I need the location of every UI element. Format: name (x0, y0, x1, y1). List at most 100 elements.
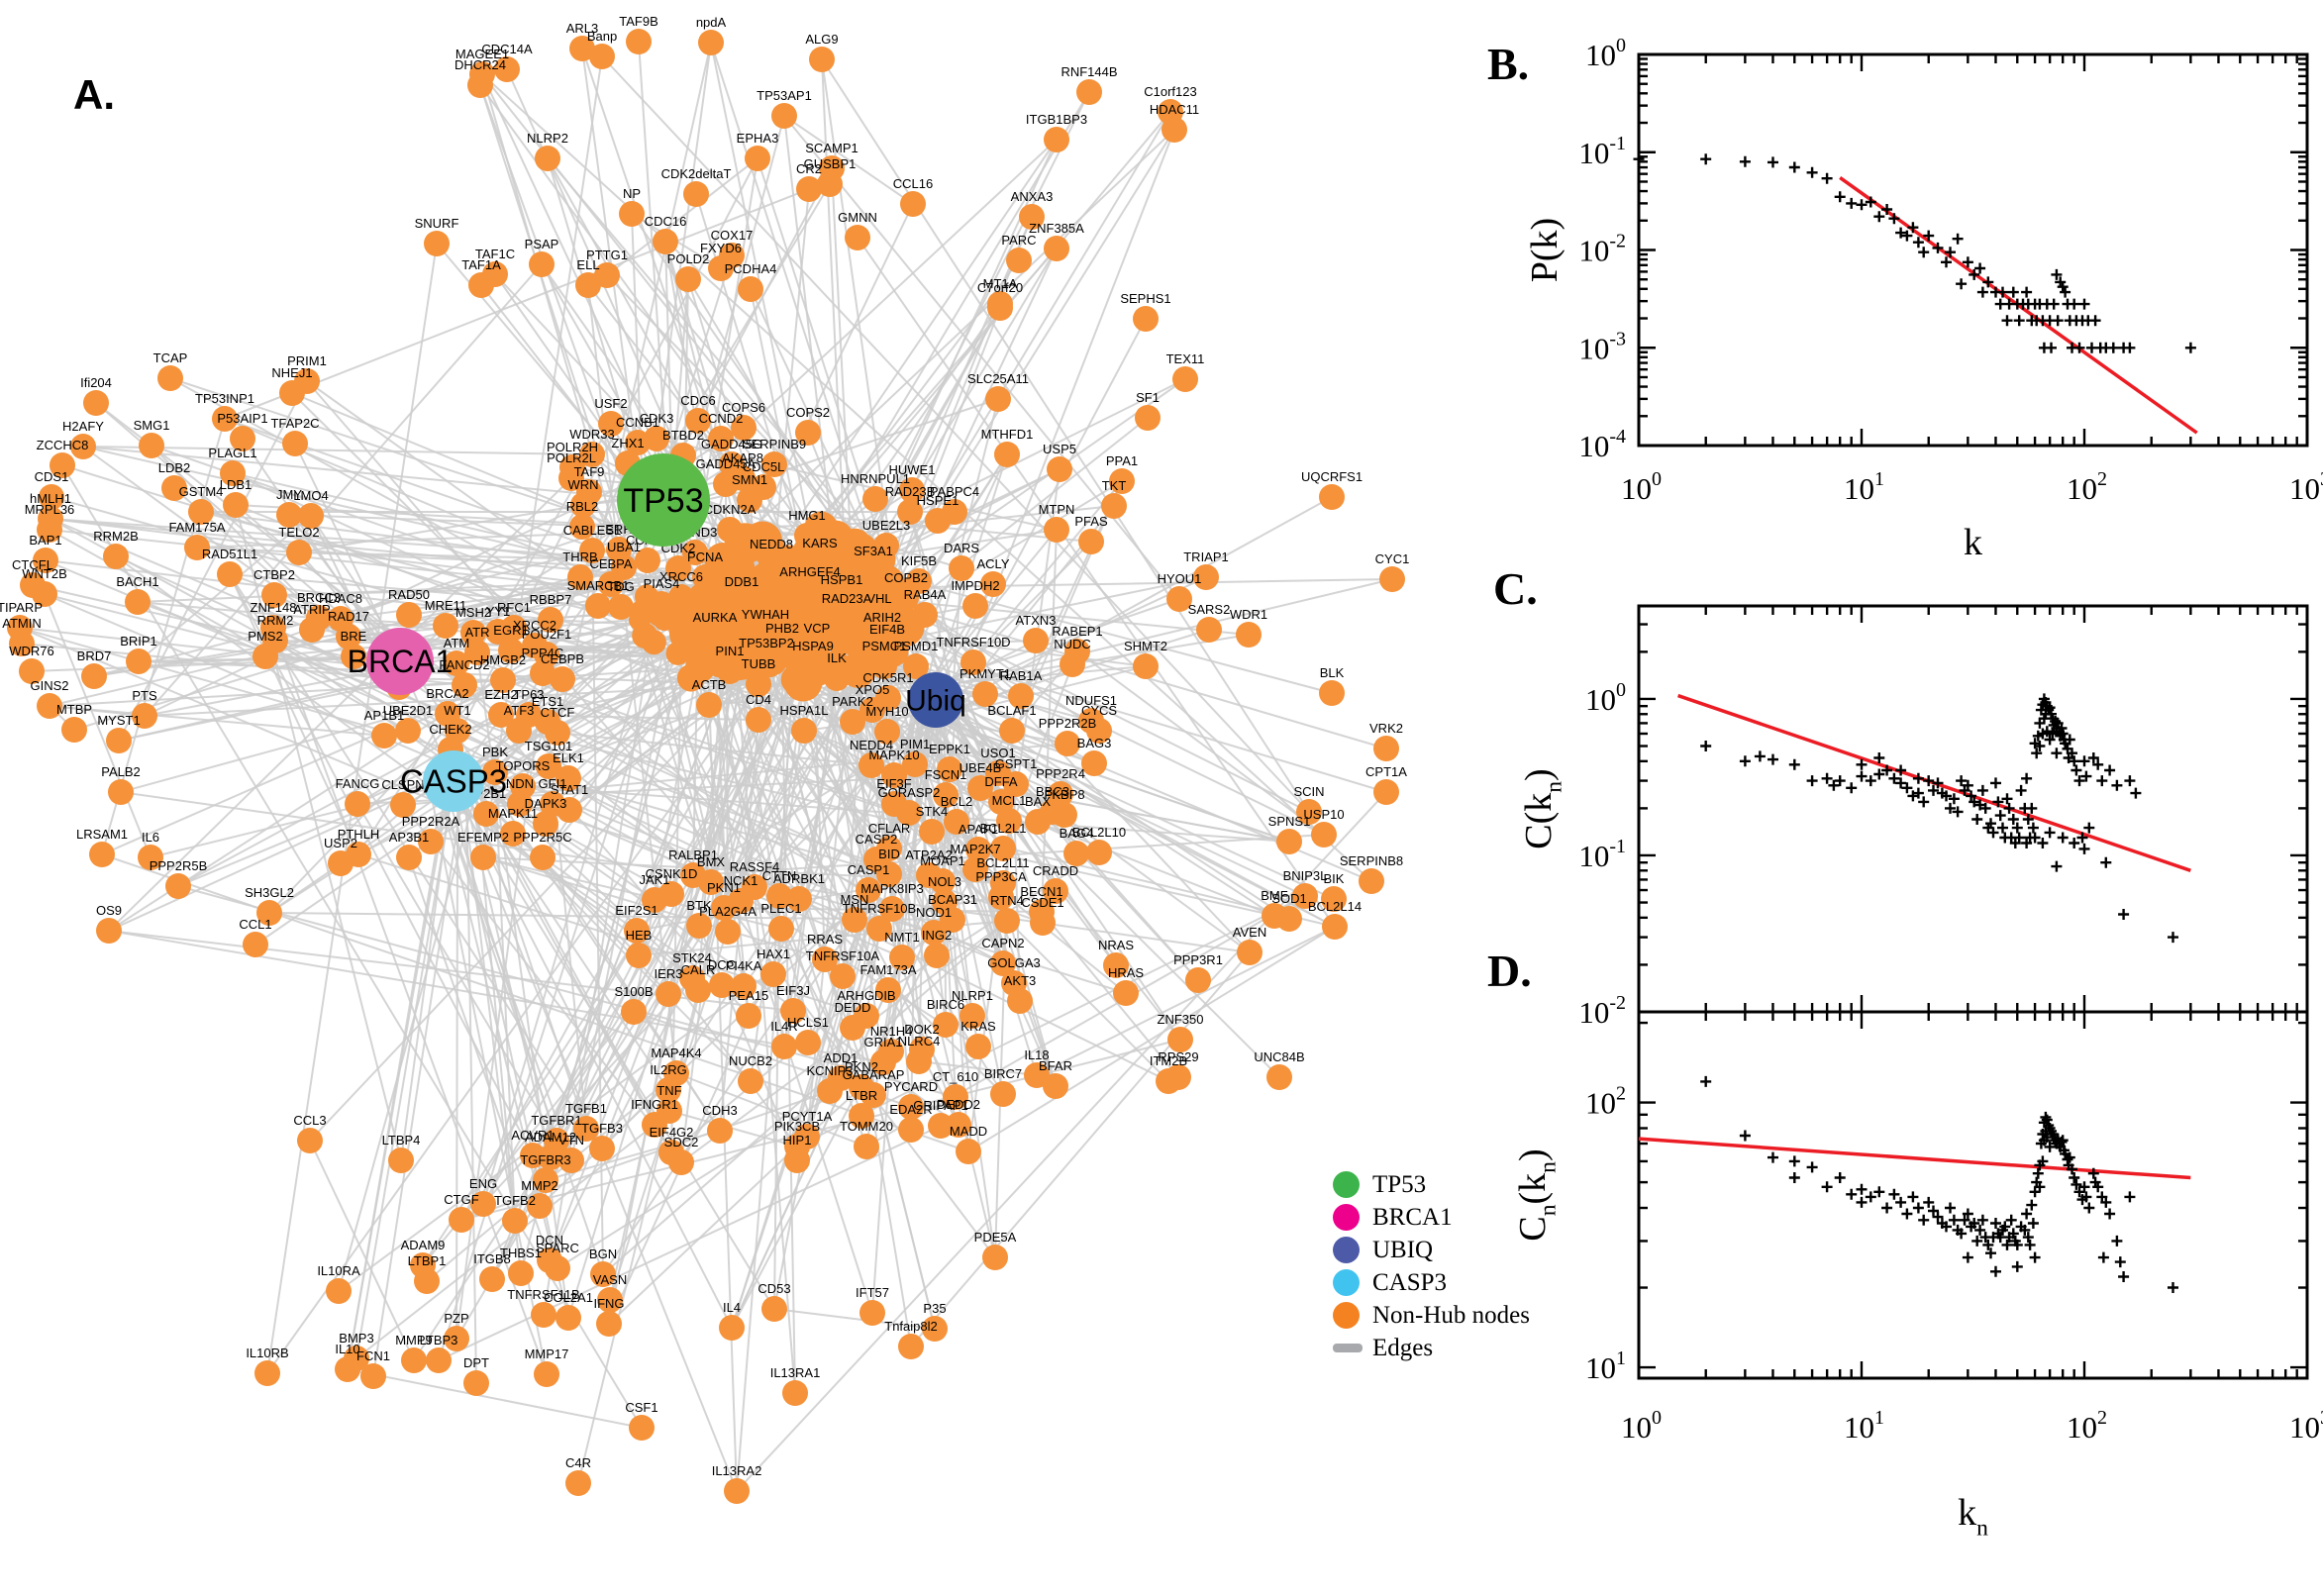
network-node (866, 916, 892, 942)
network-edge (736, 928, 782, 1492)
network-node (527, 1193, 553, 1219)
network-node-label: CD53 (758, 1281, 790, 1296)
network-edge (357, 853, 867, 1017)
network-node-label: WDR1 (1230, 607, 1267, 622)
network-node (675, 266, 701, 292)
hub-node-casp3 (423, 750, 484, 812)
network-node (782, 1380, 808, 1406)
network-edge (748, 680, 941, 1017)
network-node (771, 1034, 797, 1059)
network-node-label: CLSPN (381, 777, 424, 792)
network-node-label: TNF (656, 1083, 681, 1098)
network-node-label: PTHLH (338, 827, 380, 842)
network-node-label: YY1 (486, 604, 511, 619)
network-node-label: GUSBP1 (804, 156, 857, 171)
network-node (824, 665, 850, 691)
network-node-label: RAB1A (1000, 668, 1043, 683)
hub-node-label: CASP3 (400, 763, 507, 800)
network-node-label: STK4 (916, 804, 949, 819)
network-node-label: AURKA (693, 610, 738, 625)
network-node (642, 887, 667, 913)
network-node-label: GADD45G (701, 437, 762, 451)
network-node-label: USF2 (594, 396, 627, 411)
network-node (925, 508, 951, 534)
network-node-label: PBK (482, 745, 508, 759)
network-node (39, 484, 64, 510)
network-node-label: MYST1 (97, 713, 140, 728)
network-node-label: YWHAH (742, 607, 789, 622)
network-node (730, 465, 756, 491)
network-node-label: BLK (1320, 665, 1345, 680)
network-node (81, 663, 107, 689)
network-edge (839, 679, 973, 1017)
network-node (345, 791, 370, 817)
network-node-label: BTBD2 (662, 428, 704, 443)
network-node-label: ATF3 (504, 703, 535, 718)
network-node (1030, 910, 1056, 936)
network-node (737, 487, 762, 513)
network-node-label: MADD (950, 1124, 987, 1139)
network-node-label: BCL2L11 (976, 855, 1029, 870)
network-node-label: PKMYT1 (960, 666, 1011, 681)
network-node (501, 615, 527, 641)
network-edge (608, 453, 1008, 1325)
legend-item: Edges (1333, 1332, 1530, 1364)
network-node (468, 272, 494, 298)
network-node (596, 1311, 622, 1337)
network-node-label: MRPL36 (25, 502, 75, 517)
network-node-label: SF3A1 (854, 544, 893, 558)
network-node-label: TAF9B (619, 14, 658, 29)
network-edge (885, 545, 962, 569)
network-node-label: NEDD8 (750, 537, 793, 551)
network-node-label: PLAGL1 (208, 446, 256, 460)
network-node-label: TGFBR3 (520, 1152, 570, 1167)
network-node (424, 231, 450, 256)
network-node-label: BECN1 (1020, 884, 1062, 899)
network-node (994, 908, 1020, 934)
network-node-label: DFFA (984, 774, 1018, 789)
network-node-label: MTPN (1039, 502, 1075, 517)
x-tick-label: 101 (1844, 468, 1884, 506)
network-node (1322, 914, 1348, 940)
y-tick-label: 10-4 (1578, 426, 1626, 463)
network-node-label: TGFBR1 (531, 1113, 581, 1128)
network-node (426, 1347, 452, 1373)
network-node-label: ILK (827, 650, 847, 665)
y-tick-label: 10-3 (1578, 328, 1626, 365)
network-node-label: IL18 (1024, 1047, 1049, 1062)
network-node-label: TAF1C (475, 247, 515, 261)
network-edge (494, 771, 516, 1222)
network-node-label: STK24 (672, 950, 712, 965)
network-node (61, 717, 87, 743)
network-node (1023, 628, 1049, 653)
network-edge (783, 115, 914, 205)
network-node-label: BMX (697, 854, 726, 869)
network-node-label: BAG3 (1077, 736, 1112, 750)
y-axis-title: C(kn) (1518, 768, 1567, 848)
network-node-label: HNRNPUL1 (841, 471, 910, 486)
network-node (988, 884, 1014, 910)
network-node-label: DPT (463, 1355, 489, 1370)
network-node-label: TOMM20 (840, 1119, 893, 1134)
network-node (103, 544, 129, 569)
y-tick-label: 100 (1585, 35, 1626, 72)
network-node (96, 918, 122, 944)
network-node-label: GINS2 (30, 678, 68, 693)
network-node (395, 718, 421, 744)
network-node-label: NP (623, 186, 641, 201)
network-node-label: APAF1 (959, 822, 998, 837)
network-node (893, 585, 919, 611)
network-node (990, 1081, 1016, 1107)
network-node (261, 582, 287, 608)
network-node (686, 913, 712, 939)
network-node (254, 1360, 280, 1386)
network-node-label: TGFB1 (565, 1101, 607, 1116)
network-node-label: GORASP2 (878, 785, 941, 800)
network-node (668, 1149, 694, 1175)
network-node (746, 707, 771, 733)
network-edge (108, 477, 572, 932)
network-edge (50, 518, 649, 561)
network-node-label: THRB (562, 549, 597, 564)
network-node (786, 886, 812, 912)
network-node (579, 538, 605, 563)
